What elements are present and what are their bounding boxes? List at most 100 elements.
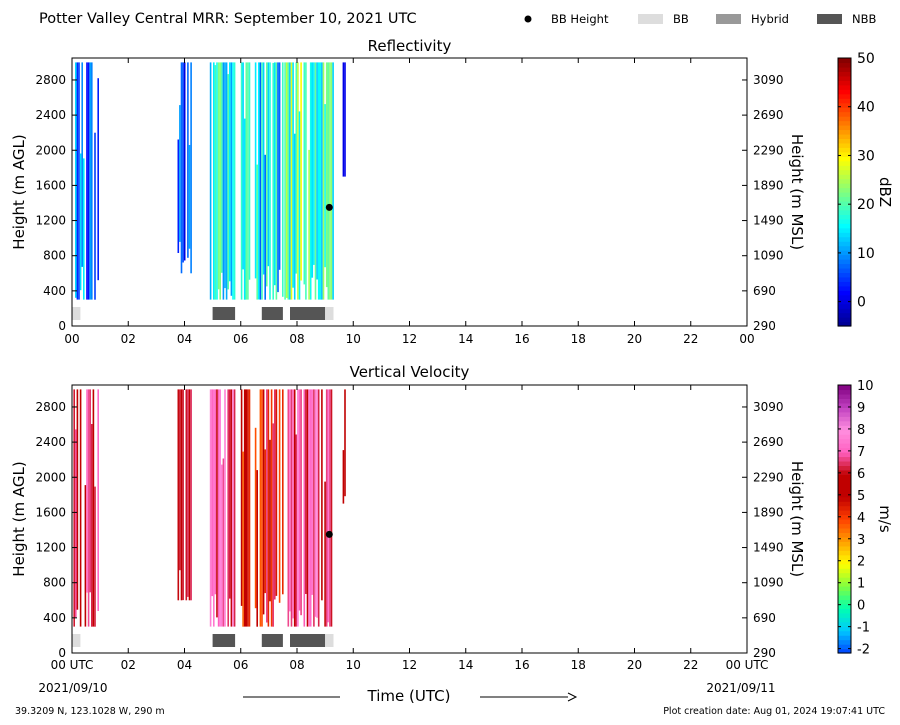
y-tick-label-right: 1490 (753, 541, 784, 555)
data-streak (216, 389, 218, 618)
data-streak (78, 62, 80, 300)
data-streak (292, 62, 294, 288)
data-streak (248, 62, 251, 280)
data-streak (92, 389, 95, 627)
colorbar-segment (838, 501, 851, 507)
colorbar-segment (838, 299, 851, 305)
data-streak (309, 389, 312, 627)
colorbar-segment (838, 93, 851, 99)
colorbar: 0 10 20 30 40 50 (837, 51, 875, 327)
colorbar-segment (838, 492, 851, 498)
y-tick-label-right: 1090 (753, 576, 784, 590)
bb-legend: BB Height BB Hybrid NBB (524, 12, 876, 26)
data-streak (188, 145, 191, 249)
colorbar-segment (838, 545, 851, 551)
colorbar-segment (838, 581, 851, 587)
colorbar-segment (838, 80, 851, 86)
data-streak (221, 62, 223, 273)
x-tick-label: 10 (346, 658, 361, 672)
x-tick-label: 00 (739, 332, 754, 346)
data-streak (258, 62, 260, 300)
colorbar-segment (838, 187, 851, 193)
data-streak (289, 62, 291, 300)
creation-date: Plot creation date: Aug 01, 2024 19:07:4… (663, 706, 885, 717)
colorbar-tick-label: -2 (857, 643, 870, 658)
colorbar-segment (838, 639, 851, 645)
data-streak (213, 389, 215, 627)
x-tick-label: 22 (683, 332, 698, 346)
x-tick-label: 22 (683, 658, 698, 672)
colorbar-segment (838, 460, 851, 466)
data-streak (221, 464, 223, 627)
data-streak (233, 389, 236, 627)
colorbar-tick-label: 10 (857, 246, 875, 262)
data-streak (290, 62, 293, 300)
colorbar-label: dBZ (876, 177, 894, 207)
data-streak (297, 389, 299, 627)
data-streak (224, 62, 226, 289)
bb-type-bar-nbb (290, 307, 326, 320)
colorbar-segment (838, 469, 851, 475)
y-tick-label-right: 690 (753, 611, 776, 625)
y-tick-label: 1200 (35, 214, 66, 228)
data-streak (230, 389, 233, 627)
y-tick-label: 1600 (35, 505, 66, 519)
legend-label-bb: BB (673, 12, 689, 26)
data-streak (327, 389, 330, 623)
data-streak (344, 389, 346, 497)
y-tick-label-right: 2290 (753, 470, 784, 484)
colorbar-segment (838, 621, 851, 627)
colorbar-segment (838, 519, 851, 525)
data-streak (89, 62, 91, 300)
colorbar-segment (838, 541, 851, 547)
data-streak (329, 389, 331, 627)
data-streak (269, 439, 271, 602)
data-streaks (75, 62, 346, 300)
data-streak (245, 389, 248, 627)
colorbar-segment (838, 129, 851, 135)
colorbar-segment (838, 572, 851, 578)
colorbar-segment (838, 98, 851, 104)
data-streak (91, 424, 93, 627)
data-streak (259, 389, 262, 627)
data-streak (213, 62, 215, 300)
colorbar-tick-label: 10 (857, 379, 874, 394)
colorbar-segment (838, 452, 851, 458)
data-streak (282, 389, 284, 595)
data-streak (180, 389, 183, 601)
colorbar-segment (838, 590, 851, 596)
data-streak (227, 74, 229, 290)
data-streak (256, 164, 258, 300)
data-streak (97, 389, 99, 611)
data-streak (79, 389, 82, 627)
colorbar-segment (838, 478, 851, 484)
colorbar-segment (838, 630, 851, 636)
colorbar-segment (838, 263, 851, 269)
data-streak (295, 434, 298, 627)
data-streak (330, 389, 333, 627)
colorbar-segment (838, 474, 851, 480)
data-streak (243, 389, 246, 627)
data-streak (266, 389, 268, 623)
x-tick-label: 06 (233, 332, 248, 346)
colorbar-segment (838, 125, 851, 131)
colorbar-segment (838, 133, 851, 139)
data-streak (94, 486, 96, 627)
colorbar-segment (838, 317, 851, 323)
colorbar-segment (838, 594, 851, 600)
data-streak (285, 62, 288, 298)
data-streak (83, 158, 85, 300)
y-tick-label-right: 290 (753, 319, 776, 333)
data-streak (256, 470, 258, 627)
data-streak (217, 62, 220, 290)
colorbar-tick-label: 30 (857, 148, 875, 164)
data-streak (73, 389, 75, 627)
colorbar-segment (838, 312, 851, 318)
data-streak (240, 62, 243, 300)
colorbar-segment (838, 66, 851, 72)
colorbar-tick-label: 20 (857, 197, 875, 213)
data-streak (303, 62, 306, 285)
colorbar-segment (838, 58, 851, 64)
data-streak (262, 62, 265, 275)
